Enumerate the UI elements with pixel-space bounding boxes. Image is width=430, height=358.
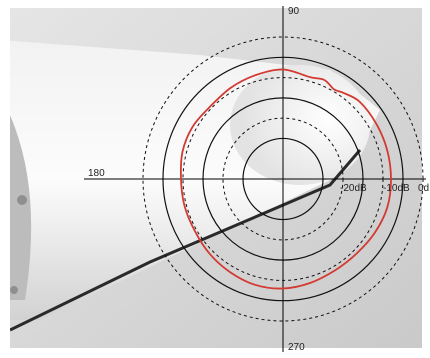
radial-tick-label: 0d — [418, 183, 429, 194]
mount-screw-icon — [17, 195, 27, 205]
polar-axes — [84, 6, 426, 352]
angle-label-270: 270 — [288, 342, 305, 353]
microphone-capsule — [230, 65, 370, 185]
microphone-shadow-line — [10, 149, 362, 332]
mount-ring — [10, 115, 32, 300]
angle-label-90: 90 — [288, 6, 300, 17]
polar-pattern-line — [179, 68, 392, 290]
mount-screw-icon — [10, 286, 18, 294]
polar-pattern-series — [179, 68, 392, 290]
radial-tick-label: -10dB — [383, 183, 410, 194]
angle-label-180: 180 — [88, 168, 105, 179]
radial-tick-label: -20dB — [340, 183, 367, 194]
